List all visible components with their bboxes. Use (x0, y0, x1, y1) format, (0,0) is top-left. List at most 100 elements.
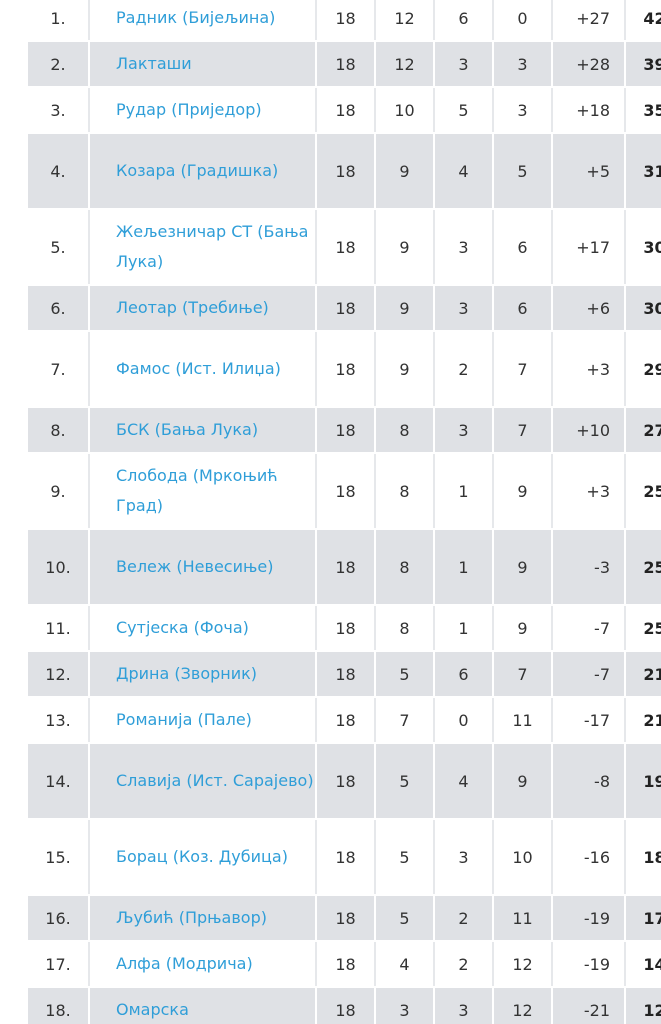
table-row: 16. Љубић (Прњавор) 18 5 2 11 -19 17 (28, 895, 661, 942)
played-cell: 18 (316, 605, 376, 652)
drawn-cell: 2 (434, 941, 494, 988)
team-link[interactable]: Козара (Градишка) (116, 161, 279, 180)
team-link[interactable]: Романија (Пале) (116, 710, 252, 729)
points-cell: 14 (625, 941, 661, 988)
team-link[interactable]: БСК (Бања Лука) (116, 420, 259, 439)
team-link[interactable]: Вележ (Невесиње) (116, 557, 274, 576)
team-cell: Дрина (Зворник) (89, 651, 317, 698)
position-cell: 1. (28, 0, 90, 42)
lost-cell: 0 (493, 0, 553, 42)
lost-cell: 10 (493, 819, 553, 896)
won-cell: 12 (375, 0, 435, 42)
team-link[interactable]: Жељезничар СТ (Бања Лука) (116, 222, 309, 271)
goal-difference-cell: -16 (552, 819, 626, 896)
position-cell: 12. (28, 651, 90, 698)
position-cell: 14. (28, 743, 90, 820)
goal-difference-cell: -8 (552, 743, 626, 820)
position-cell: 7. (28, 331, 90, 408)
position-cell: 10. (28, 529, 90, 606)
played-cell: 18 (316, 895, 376, 942)
drawn-cell: 2 (434, 331, 494, 408)
table-row: 13. Романија (Пале) 18 7 0 11 -17 21 (28, 697, 661, 744)
drawn-cell: 2 (434, 895, 494, 942)
drawn-cell: 1 (434, 529, 494, 606)
played-cell: 18 (316, 407, 376, 454)
team-cell: Љубић (Прњавор) (89, 895, 317, 942)
played-cell: 18 (316, 87, 376, 134)
lost-cell: 11 (493, 697, 553, 744)
won-cell: 9 (375, 285, 435, 332)
won-cell: 8 (375, 407, 435, 454)
won-cell: 3 (375, 987, 435, 1024)
team-link[interactable]: Радник (Бијељина) (116, 8, 276, 27)
team-link[interactable]: Љубић (Прњавор) (116, 908, 267, 927)
position-cell: 3. (28, 87, 90, 134)
played-cell: 18 (316, 819, 376, 896)
won-cell: 7 (375, 697, 435, 744)
drawn-cell: 4 (434, 133, 494, 210)
table-row: 9. Слобода (Мркоњић Град) 18 8 1 9 +3 25 (28, 453, 661, 530)
won-cell: 9 (375, 133, 435, 210)
team-link[interactable]: Лакташи (116, 54, 192, 73)
lost-cell: 6 (493, 285, 553, 332)
won-cell: 5 (375, 743, 435, 820)
goal-difference-cell: -21 (552, 987, 626, 1024)
goal-difference-cell: -19 (552, 941, 626, 988)
team-link[interactable]: Борац (Коз. Дубица) (116, 847, 288, 866)
won-cell: 9 (375, 331, 435, 408)
team-link[interactable]: Омарска (116, 1000, 189, 1019)
team-link[interactable]: Слобода (Мркоњић Град) (116, 466, 278, 515)
team-link[interactable]: Фамос (Ист. Илиџа) (116, 359, 281, 378)
drawn-cell: 3 (434, 41, 494, 88)
team-cell: Жељезничар СТ (Бања Лука) (89, 209, 317, 286)
lost-cell: 7 (493, 331, 553, 408)
team-cell: Романија (Пале) (89, 697, 317, 744)
drawn-cell: 1 (434, 605, 494, 652)
team-cell: Алфа (Модрича) (89, 941, 317, 988)
position-cell: 13. (28, 697, 90, 744)
position-cell: 18. (28, 987, 90, 1024)
team-cell: Фамос (Ист. Илиџа) (89, 331, 317, 408)
drawn-cell: 5 (434, 87, 494, 134)
won-cell: 8 (375, 605, 435, 652)
points-cell: 31 (625, 133, 661, 210)
team-link[interactable]: Дрина (Зворник) (116, 664, 258, 683)
table-row: 17. Алфа (Модрича) 18 4 2 12 -19 14 (28, 941, 661, 988)
lost-cell: 3 (493, 41, 553, 88)
won-cell: 8 (375, 453, 435, 530)
position-cell: 15. (28, 819, 90, 896)
won-cell: 4 (375, 941, 435, 988)
team-link[interactable]: Славија (Ист. Сарајево) (116, 771, 314, 790)
lost-cell: 12 (493, 941, 553, 988)
table-row: 8. БСК (Бања Лука) 18 8 3 7 +10 27 (28, 407, 661, 454)
points-cell: 12 (625, 987, 661, 1024)
lost-cell: 6 (493, 209, 553, 286)
table-row: 2. Лакташи 18 12 3 3 +28 39 (28, 41, 661, 88)
goal-difference-cell: +6 (552, 285, 626, 332)
position-cell: 16. (28, 895, 90, 942)
played-cell: 18 (316, 651, 376, 698)
position-cell: 2. (28, 41, 90, 88)
team-link[interactable]: Рудар (Приједор) (116, 100, 262, 119)
table-row: 12. Дрина (Зворник) 18 5 6 7 -7 21 (28, 651, 661, 698)
team-link[interactable]: Алфа (Модрича) (116, 954, 253, 973)
played-cell: 18 (316, 987, 376, 1024)
team-link[interactable]: Леотар (Требиње) (116, 298, 269, 317)
played-cell: 18 (316, 41, 376, 88)
played-cell: 18 (316, 133, 376, 210)
drawn-cell: 6 (434, 0, 494, 42)
goal-difference-cell: -7 (552, 651, 626, 698)
won-cell: 5 (375, 819, 435, 896)
points-cell: 21 (625, 697, 661, 744)
played-cell: 18 (316, 529, 376, 606)
drawn-cell: 6 (434, 651, 494, 698)
points-cell: 30 (625, 285, 661, 332)
lost-cell: 12 (493, 987, 553, 1024)
played-cell: 18 (316, 743, 376, 820)
lost-cell: 7 (493, 407, 553, 454)
lost-cell: 9 (493, 529, 553, 606)
table-row: 14. Славија (Ист. Сарајево) 18 5 4 9 -8 19 (28, 743, 661, 820)
lost-cell: 9 (493, 743, 553, 820)
points-cell: 27 (625, 407, 661, 454)
team-link[interactable]: Сутјеска (Фоча) (116, 618, 249, 637)
